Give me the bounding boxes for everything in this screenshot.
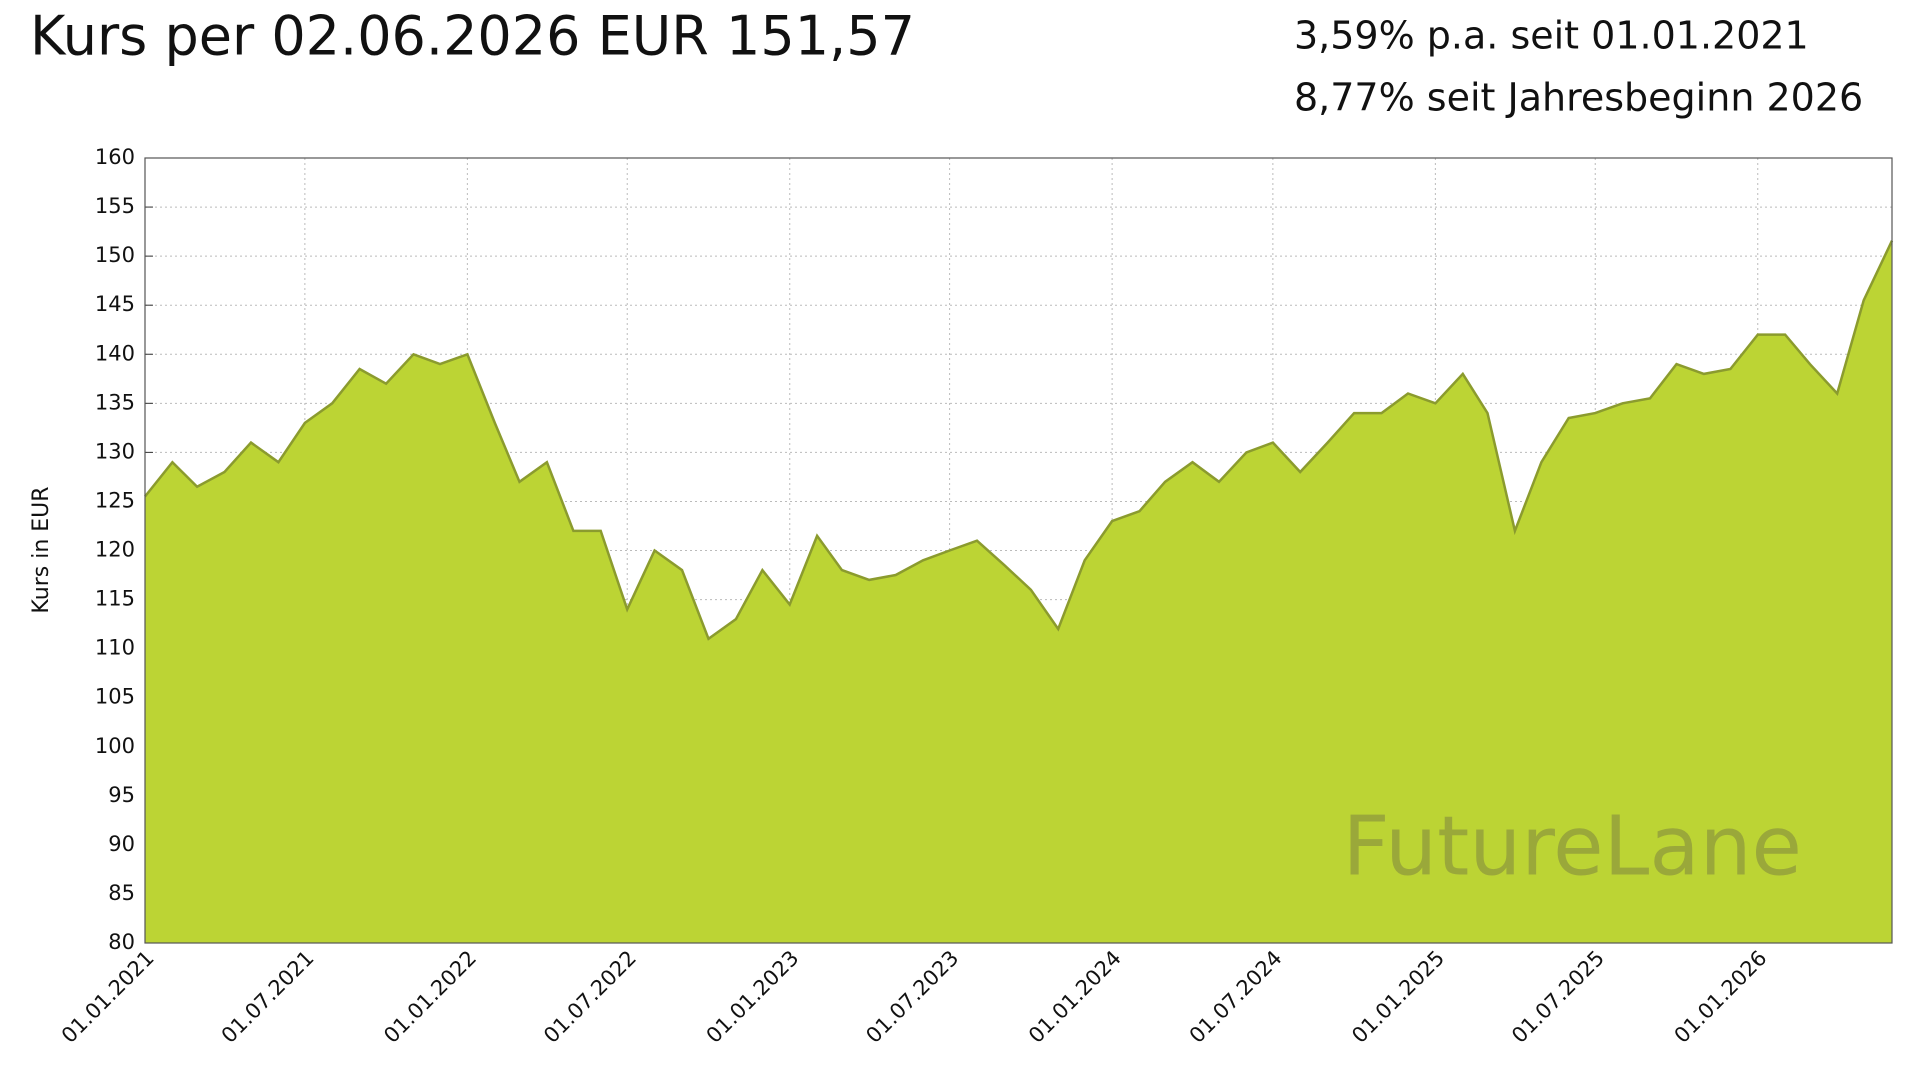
y-tick-label: 100 [95, 734, 135, 758]
x-tick-label: 01.01.2021 [57, 946, 159, 1048]
y-tick-label: 80 [108, 930, 135, 954]
y-tick-label: 115 [95, 587, 135, 611]
x-tick-label: 01.07.2022 [539, 946, 641, 1048]
y-tick-label: 90 [108, 832, 135, 856]
y-tick-label: 105 [95, 685, 135, 709]
y-tick-label: 145 [95, 292, 135, 316]
x-tick-label: 01.07.2021 [217, 946, 319, 1048]
y-tick-label: 155 [95, 194, 135, 218]
x-tick-label: 01.01.2024 [1024, 946, 1126, 1048]
price-line [144, 240, 1894, 641]
subtitle: 3,59% p.a. seit 01.01.2021 [1294, 14, 1809, 58]
y-tick-label: 85 [108, 881, 135, 905]
y-tick-label: 95 [108, 783, 135, 807]
y-tick-label: 150 [95, 243, 135, 267]
x-tick-label: 01.07.2023 [861, 946, 963, 1048]
y-tick-label: 135 [95, 390, 135, 414]
x-tick-label: 01.01.2026 [1670, 946, 1772, 1048]
y-tick-label: 130 [95, 439, 135, 463]
plot-frame [144, 157, 1893, 944]
y-tick-label: 160 [95, 145, 135, 169]
x-tick-label: 01.07.2024 [1185, 946, 1287, 1048]
chart-title: Kurs per 02.06.2026 EUR 151,57 [30, 5, 915, 68]
y-tick-label: 140 [95, 341, 135, 365]
y-axis-label: Kurs in EUR [29, 486, 54, 613]
x-tick-label: 01.01.2022 [379, 946, 481, 1048]
y-tick-label: 110 [95, 636, 135, 660]
y-tick-label: 120 [95, 538, 135, 562]
area-fill [145, 240, 1892, 943]
x-tick-label: 01.07.2025 [1507, 946, 1609, 1048]
watermark: FutureLane [1343, 799, 1803, 894]
x-tick-label: 01.01.2025 [1347, 946, 1449, 1048]
y-tick-label: 125 [95, 488, 135, 512]
x-tick-label: 01.01.2023 [702, 946, 804, 1048]
subtitle: 8,77% seit Jahresbeginn 2026 [1294, 76, 1863, 120]
